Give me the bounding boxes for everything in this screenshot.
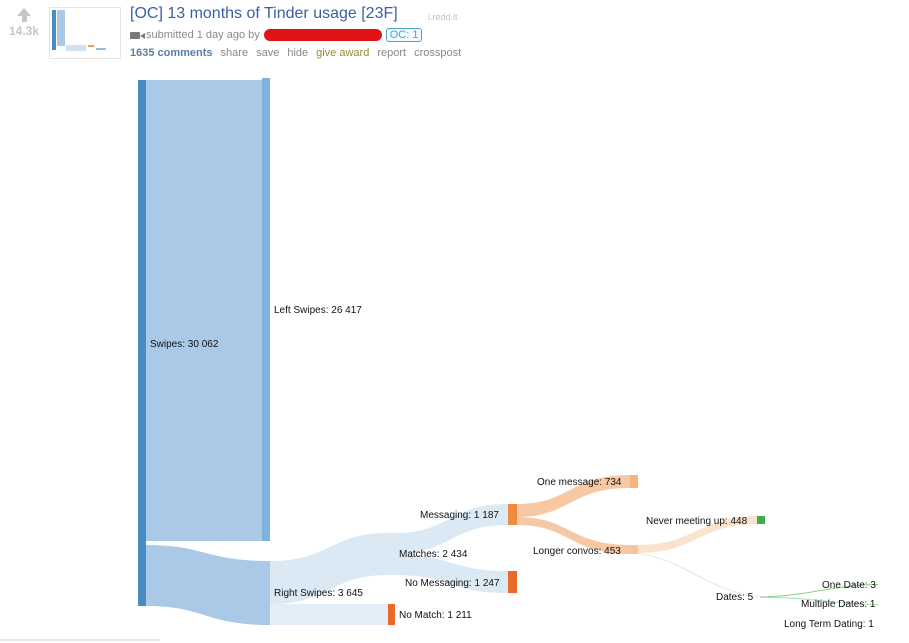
label-no-messaging: No Messaging: 1 247 [405, 578, 500, 589]
user-flair: OC: 1 [385, 28, 423, 42]
node-dates [760, 596, 768, 598]
link-longer-dates [638, 553, 760, 597]
submitted-text: submitted 1 day ago by [146, 29, 260, 41]
node-never-meeting [757, 516, 765, 524]
link-swipes-right [146, 545, 270, 625]
redacted-username [263, 29, 382, 42]
link-messaging-onemessage [517, 475, 630, 517]
score: 14.3k [8, 24, 40, 38]
post-buttons: 1635 comments share save hide give award repo… [130, 47, 469, 59]
report-button[interactable]: report [377, 47, 407, 59]
hide-button[interactable]: hide [287, 47, 309, 59]
post-title[interactable]: [OC] 13 months of Tinder usage [23F] [130, 5, 398, 22]
link-longer-never [638, 516, 757, 553]
label-longer-convos: Longer convos: 453 [533, 546, 621, 557]
upvote-icon[interactable] [17, 8, 31, 16]
node-one-message [630, 475, 638, 488]
link-right-matches [270, 533, 388, 604]
node-messaging [508, 504, 517, 525]
node-matches [388, 533, 395, 575]
comments-link[interactable]: 1635 comments [130, 47, 213, 59]
label-no-match: No Match: 1 211 [399, 610, 472, 621]
link-right-nomatch [270, 604, 388, 625]
label-messaging: Messaging: 1 187 [420, 510, 499, 521]
node-longer-convos [630, 545, 638, 554]
crosspost-button[interactable]: crosspost [414, 47, 462, 59]
label-swipes: Swipes: 30 062 [150, 339, 219, 350]
node-right-swipes [262, 561, 270, 625]
label-matches: Matches: 2 434 [399, 549, 468, 560]
give-award-button[interactable]: give award [316, 47, 370, 59]
label-long-term: Long Term Dating: 1 [784, 619, 874, 630]
node-no-messaging [508, 571, 517, 593]
link-dates-onedate [768, 584, 878, 597]
node-no-match [388, 604, 395, 625]
label-never-meeting: Never meeting up: 448 [646, 516, 748, 527]
tagline: submitted 1 day ago by OC: 1 [130, 28, 423, 42]
link-matches-messaging [395, 504, 508, 554]
link-swipes-left [146, 80, 262, 541]
label-left-swipes: Left Swipes: 26 417 [274, 305, 362, 316]
label-one-date: One Date: 3 [822, 580, 876, 591]
upvote-stem [21, 16, 27, 22]
label-one-message: One message: 734 [537, 477, 622, 488]
post-header: 14.3k [OC] 13 months of Tinder usage [23… [0, 0, 909, 70]
node-left-swipes [262, 78, 270, 541]
link-dates-multiple [768, 597, 878, 605]
share-button[interactable]: share [220, 47, 249, 59]
link-matches-nomessaging [395, 554, 508, 593]
video-icon [130, 32, 145, 39]
vote-area: 14.3k [6, 8, 42, 38]
save-button[interactable]: save [256, 47, 280, 59]
label-multiple-dates: Multiple Dates: 1 [801, 599, 876, 610]
link-messaging-longer [517, 517, 630, 554]
post-domain[interactable]: i.redd.it [428, 12, 458, 22]
node-swipes [138, 80, 146, 606]
thumbnail[interactable] [49, 7, 121, 59]
label-dates: Dates: 5 [716, 592, 754, 603]
label-right-swipes: Right Swipes: 3 645 [274, 588, 363, 599]
